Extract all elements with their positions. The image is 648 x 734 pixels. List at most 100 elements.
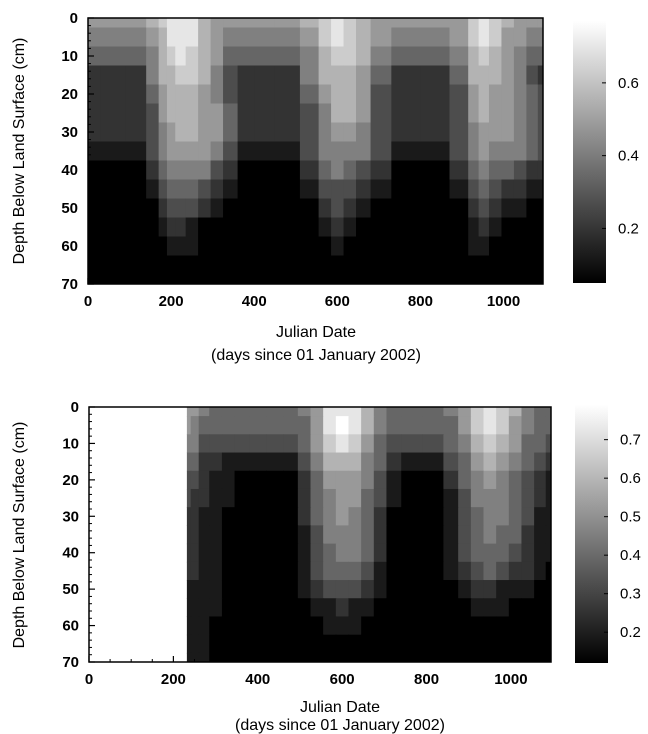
heatmap-cell	[266, 652, 284, 662]
heatmap-cell	[420, 141, 451, 162]
heatmap-cell	[521, 488, 535, 508]
heatmap-cell	[274, 103, 301, 124]
heatmap-cell	[478, 179, 490, 200]
heatmap-cell	[234, 561, 250, 581]
heatmap-cell	[501, 103, 515, 124]
heatmap-cell	[166, 217, 176, 238]
heatmap-cell	[356, 141, 372, 162]
heatmap-cell	[185, 27, 199, 48]
heatmap-cell	[470, 470, 485, 490]
heatmap-cell	[501, 84, 515, 105]
heatmap-cell	[297, 634, 312, 654]
heatmap-cell	[370, 122, 392, 143]
heatmap-cell	[100, 255, 126, 276]
heatmap-cell	[146, 122, 160, 143]
heatmap-cell	[534, 580, 547, 599]
heatmap-cell	[185, 160, 199, 181]
heatmap-cell	[297, 652, 312, 662]
heatmap-cell	[209, 470, 223, 490]
heatmap-cell	[401, 488, 423, 508]
heatmap-cell	[237, 103, 255, 124]
heatmap-cell	[331, 27, 345, 48]
heatmap-cell	[88, 46, 102, 67]
heatmap-cell	[266, 488, 284, 508]
heatmap-cell	[283, 470, 299, 490]
heatmap-cell	[297, 598, 312, 618]
heatmap-cell	[478, 236, 490, 257]
heatmap-cell	[158, 217, 168, 238]
heatmap-cell	[370, 198, 392, 219]
heatmap-cell	[310, 543, 324, 563]
heatmap-cell	[88, 122, 102, 143]
heatmap-cell	[545, 634, 551, 654]
heatmap-cell	[370, 103, 392, 124]
heatmap-cell	[88, 103, 102, 124]
heatmap-cell	[370, 141, 392, 162]
heatmap-cell	[513, 46, 527, 67]
heatmap-cell	[310, 634, 324, 654]
y-tick-label: 0	[70, 10, 78, 27]
heatmap-cell	[237, 65, 255, 86]
heatmap-cell	[299, 217, 320, 238]
heatmap-cell	[443, 543, 459, 563]
y-tick-label: 50	[62, 581, 79, 598]
heatmap-cell	[488, 18, 503, 29]
heatmap-cell	[221, 434, 236, 454]
heatmap-cell	[198, 507, 210, 526]
heatmap-cell	[125, 160, 147, 181]
heatmap-cell	[335, 434, 350, 454]
heatmap-cell	[458, 616, 472, 636]
heatmap-cell	[210, 18, 224, 29]
heatmap-cell	[190, 488, 200, 508]
heatmap-cell	[468, 141, 480, 162]
heatmap-cell	[513, 217, 527, 238]
heatmap-cell	[501, 179, 515, 200]
heatmap-cell	[209, 652, 223, 662]
heatmap-cell	[508, 434, 523, 454]
heatmap-cell	[186, 416, 192, 435]
heatmap-cell	[496, 470, 510, 490]
heatmap-cell	[223, 46, 239, 67]
heatmap-cell	[221, 488, 236, 508]
heatmap-cell	[343, 255, 357, 276]
heatmap-cell	[508, 407, 523, 417]
y-tick-label: 30	[61, 124, 78, 141]
heatmap-cell	[237, 179, 255, 200]
heatmap-cell	[521, 407, 535, 417]
heatmap-cell	[348, 634, 362, 654]
heatmap-cell	[343, 160, 357, 181]
y-tick-label: 40	[62, 545, 79, 562]
heatmap-cell	[443, 407, 459, 417]
heatmap-cell	[223, 103, 239, 124]
heatmap-cell	[210, 122, 224, 143]
heatmap-cell	[373, 507, 388, 526]
heatmap-cell	[318, 141, 332, 162]
heatmap-cell	[185, 141, 199, 162]
heatmap-cell	[470, 507, 485, 526]
heatmap-cell	[335, 561, 350, 581]
heatmap-cell	[210, 84, 224, 105]
heatmap-cell	[297, 416, 312, 435]
heatmap-cell	[125, 122, 147, 143]
heatmap-cell	[166, 198, 176, 219]
heatmap-cell	[335, 488, 350, 508]
x-axis-sublabel-1: (days since 01 January 2002)	[211, 347, 421, 364]
heatmap-cell	[283, 652, 299, 662]
heatmap-cell	[299, 103, 320, 124]
heatmap-cell	[166, 65, 176, 86]
heatmap-cell	[488, 236, 503, 257]
heatmap-cell	[125, 198, 147, 219]
heatmap-cell	[513, 274, 527, 284]
heatmap-cell	[348, 452, 362, 472]
heatmap-cell	[299, 18, 320, 29]
heatmap-cell	[449, 18, 469, 29]
heatmap-cell	[537, 274, 543, 284]
heatmap-cell	[310, 507, 324, 526]
heatmap-cell	[185, 122, 199, 143]
heatmap-cell	[370, 160, 392, 181]
heatmap-cell	[343, 274, 357, 284]
heatmap-cell	[274, 255, 301, 276]
heatmap-cell	[343, 65, 357, 86]
heatmap-cell	[501, 18, 515, 29]
heatmap-cell	[331, 179, 345, 200]
